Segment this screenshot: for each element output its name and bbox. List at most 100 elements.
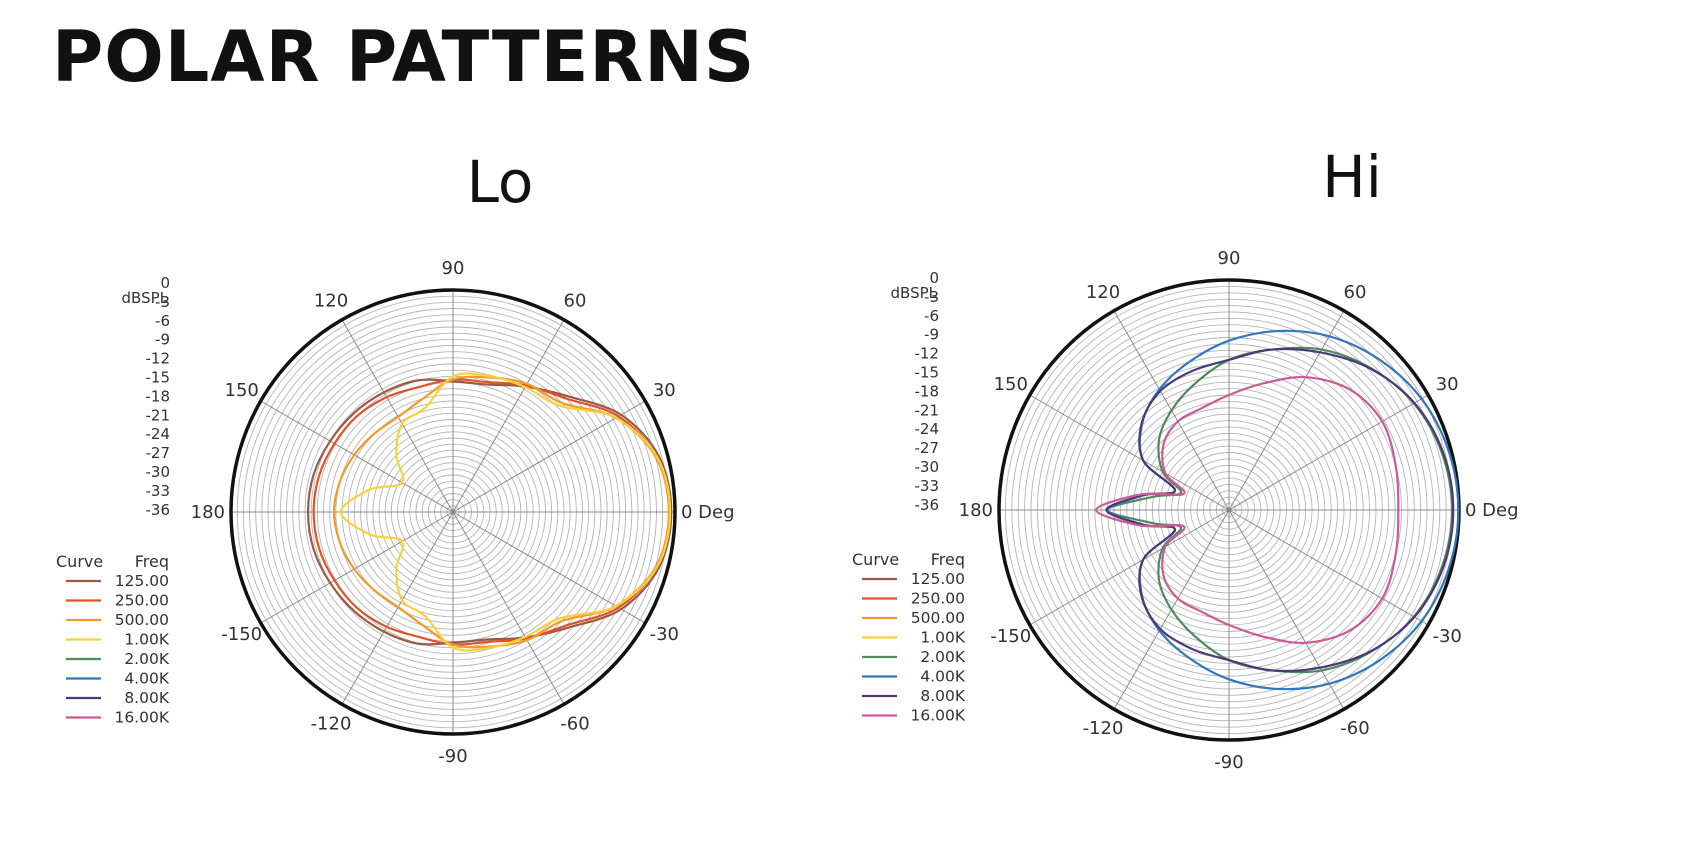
legend-label: 500.00 [115, 611, 169, 629]
grid-spoke [452, 511, 646, 624]
legend-label: 1.00K [920, 629, 966, 647]
angle-label: 90 [442, 258, 465, 279]
legend-label: 250.00 [911, 590, 965, 608]
angle-label: 0 Deg [681, 502, 735, 523]
radial-tick-label: -24 [146, 425, 171, 443]
polar-chart-hi: Hi dBSPL 0 Deg 30 60 90 120 150 180 -150 -120 -90… [852, 0, 1704, 866]
legend-label: 500.00 [911, 609, 965, 627]
series-curve [312, 378, 671, 646]
series-curve [1105, 347, 1455, 673]
radial-tick-label: -3 [155, 293, 170, 311]
legend-label: 4.00K [124, 670, 170, 688]
polar-center [450, 509, 456, 515]
grid-spoke [1029, 394, 1230, 511]
angle-label: -120 [311, 713, 352, 734]
angle-label: -30 [650, 624, 679, 645]
legend-label: 16.00K [114, 709, 169, 727]
radial-tick-label: -9 [155, 331, 170, 349]
angle-label: 150 [994, 374, 1028, 395]
grid-spoke [1228, 394, 1429, 511]
legend-label: 125.00 [115, 572, 169, 590]
angle-label: -90 [1214, 752, 1243, 773]
legend-label: 2.00K [920, 648, 966, 666]
legend-label: 4.00K [920, 668, 966, 686]
legend-label: 250.00 [115, 592, 169, 610]
radial-tick-label: -36 [146, 501, 171, 519]
page-title: POLAR PATTERNS [52, 16, 756, 98]
legend-label: 1.00K [124, 631, 170, 649]
legend-header-curve: Curve [852, 550, 899, 569]
radial-tick-label: -6 [924, 307, 939, 325]
series-curve [1095, 375, 1400, 645]
series-curve [339, 372, 672, 652]
angle-label: 150 [225, 380, 259, 401]
radial-tick-label: -24 [915, 420, 940, 438]
angle-label: 180 [959, 500, 993, 521]
angle-label: -60 [560, 713, 589, 734]
radial-tick-label: -33 [915, 477, 940, 495]
radial-tick-label: -30 [146, 463, 171, 481]
grid-spoke [1228, 509, 1429, 626]
chart-title: Hi [1322, 143, 1382, 211]
grid-spoke [260, 511, 454, 624]
legend-label: 2.00K [124, 650, 170, 668]
angle-label: 0 Deg [1465, 500, 1519, 521]
angle-label: -60 [1340, 718, 1369, 739]
radial-tick-label: -12 [915, 345, 940, 363]
radial-tick-label: -33 [146, 482, 171, 500]
grid-spoke [452, 319, 565, 513]
angle-label: -30 [1432, 626, 1461, 647]
legend-label: 8.00K [920, 687, 966, 705]
grid-spoke [1228, 310, 1345, 511]
radial-tick-label: -18 [915, 382, 940, 400]
radial-tick-label: -15 [146, 369, 171, 387]
radial-tick-label: -27 [146, 444, 171, 462]
polar-grid [999, 280, 1459, 740]
radial-tick-label: -18 [146, 387, 171, 405]
radial-tick-label: -21 [146, 406, 171, 424]
angle-label: 120 [314, 291, 348, 312]
angle-label: 60 [564, 291, 587, 312]
grid-spoke [1029, 509, 1230, 626]
polar-boundary [229, 288, 677, 736]
radial-tick-label: -27 [915, 439, 940, 457]
radial-tick-label: 0 [929, 269, 939, 287]
angle-label: 30 [653, 380, 676, 401]
legend-header-freq: Freq [931, 550, 965, 569]
radial-unit-label: dBSPL [122, 289, 169, 307]
series-curve [332, 375, 670, 649]
legend-label: 8.00K [124, 689, 170, 707]
polar-chart-lo: Lo dBSPL 0 Deg 30 60 90 120 150 180 -150 -120 -90… [0, 0, 852, 866]
grid-spoke [341, 319, 454, 513]
radial-tick-label: -15 [915, 364, 940, 382]
polar-chart-svg: Hi dBSPL 0 Deg306090120150180-150-120-90… [852, 143, 1519, 773]
grid-spoke [1228, 509, 1345, 710]
polar-center [1226, 507, 1232, 513]
legend-label: 16.00K [910, 707, 965, 725]
radial-tick-label: -9 [924, 326, 939, 344]
angle-label: 60 [1344, 282, 1367, 303]
grid-spoke [452, 400, 646, 513]
radial-tick-label: -21 [915, 401, 940, 419]
radial-tick-label: -3 [924, 288, 939, 306]
chart-title: Lo [467, 148, 534, 216]
series-curve [1106, 329, 1460, 691]
radial-tick-label: -12 [146, 350, 171, 368]
angle-label: 30 [1436, 374, 1459, 395]
polar-chart-svg: Lo dBSPL 0 Deg306090120150180-150-120-90… [56, 148, 735, 767]
radial-unit-label: dBSPL [891, 284, 938, 302]
legend-header-curve: Curve [56, 552, 103, 571]
angle-label: -120 [1083, 718, 1124, 739]
grid-spoke [260, 400, 454, 513]
radial-tick-label: -6 [155, 312, 170, 330]
radial-tick-label: 0 [160, 274, 170, 292]
angle-label: -90 [438, 746, 467, 767]
legend-label: 125.00 [911, 570, 965, 588]
angle-label: -150 [990, 626, 1031, 647]
radial-tick-label: -30 [915, 458, 940, 476]
angle-label: 90 [1218, 248, 1241, 269]
angle-label: 180 [191, 502, 225, 523]
grid-spoke [341, 511, 454, 705]
radial-tick-label: -36 [915, 496, 940, 514]
angle-label: -150 [221, 624, 262, 645]
